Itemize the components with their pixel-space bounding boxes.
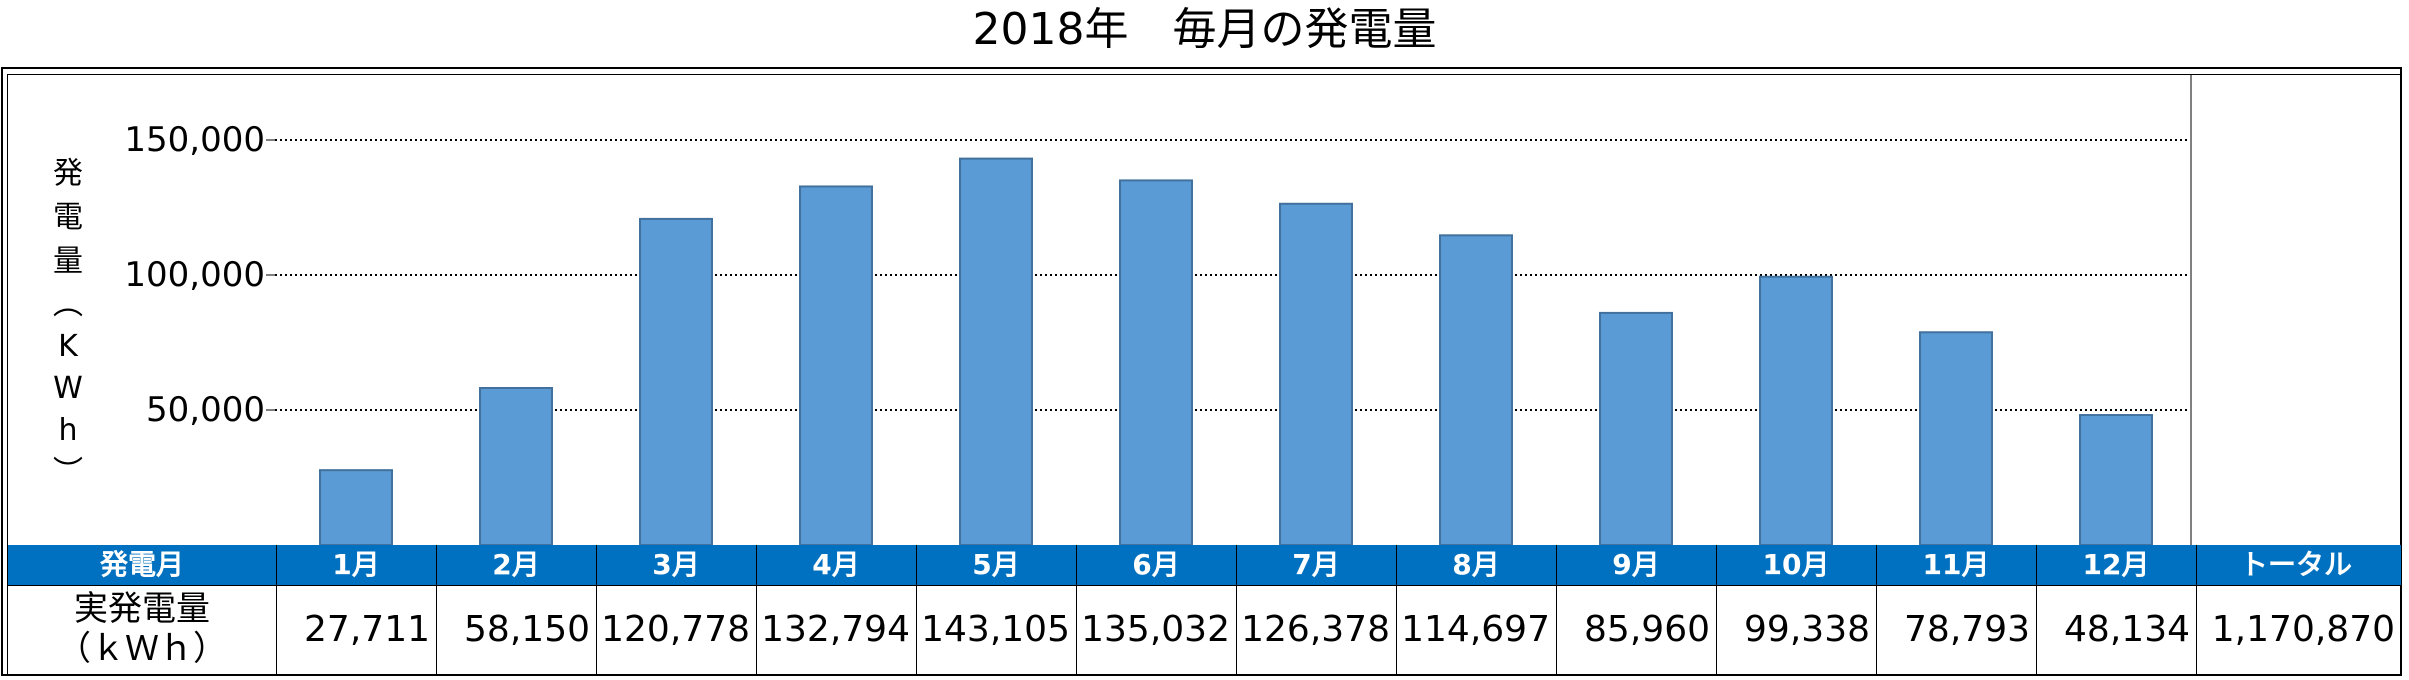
table-column-separator: [1556, 545, 1557, 675]
month-value-cell: 135,032: [1081, 609, 1230, 650]
month-value-cell: 126,378: [1241, 609, 1390, 650]
table-header-label: 発電月: [8, 545, 276, 585]
y-tick-label: 100,000: [124, 255, 265, 295]
bar: [479, 386, 553, 546]
total-value-cell: 1,170,870: [2211, 609, 2395, 650]
y-tick-label: 50,000: [146, 390, 265, 430]
row-header: 実発電量 （ｋＷｈ）: [8, 585, 276, 675]
month-header: 12月: [2036, 545, 2196, 585]
table-column-separator: [2196, 545, 2197, 675]
month-header: 10月: [1716, 545, 1876, 585]
y-axis-label-char: 発: [53, 156, 83, 191]
bar: [1919, 331, 1993, 547]
bar: [319, 469, 393, 546]
row-header-line2: （ｋＷｈ）: [57, 629, 227, 669]
data-table: 発電月 1月 2月 3月 4月 5月 6月 7月 8月 9月 10月 11月 12月 トータル実発電量 （ｋ…: [8, 545, 2401, 675]
y-axis-label-char: 量: [53, 244, 83, 279]
table-column-separator: [2036, 545, 2037, 675]
table-column-separator: [916, 545, 917, 675]
chart-title: 2018年 毎月の発電量: [972, 4, 1437, 55]
month-value-cell: 58,150: [464, 609, 590, 650]
chart-frame-inner: [7, 74, 2401, 675]
bar: [639, 217, 713, 546]
bar: [1759, 275, 1833, 546]
row-header-line1: 実発電量: [74, 589, 210, 629]
bar: [2079, 414, 2153, 547]
month-header: 4月: [756, 545, 916, 585]
y-axis-label-char: W: [53, 371, 83, 406]
table-column-separator: [1076, 545, 1077, 675]
month-header: 2月: [436, 545, 596, 585]
y-axis-label-char: h: [58, 413, 78, 448]
month-header: 9月: [1556, 545, 1716, 585]
month-value-cell: 114,697: [1401, 609, 1550, 650]
month-header: 11月: [1876, 545, 2036, 585]
y-axis-label-char: 電: [53, 200, 83, 235]
y-axis-label-char: ︵: [53, 287, 83, 322]
table-column-separator: [596, 545, 597, 675]
bar: [1599, 311, 1673, 546]
table-column-separator: [756, 545, 757, 675]
bar: [1119, 179, 1193, 546]
bar: [959, 157, 1033, 547]
month-value-cell: 143,105: [921, 609, 1070, 650]
month-header: 8月: [1396, 545, 1556, 585]
month-header: 5月: [916, 545, 1076, 585]
bar: [1439, 234, 1513, 546]
month-value-cell: 132,794: [761, 609, 910, 650]
month-value-cell: 120,778: [601, 609, 750, 650]
month-header: 1月: [276, 545, 436, 585]
total-header: トータル: [2191, 545, 2401, 585]
table-column-separator: [1396, 545, 1397, 675]
month-value-cell: 85,960: [1584, 609, 1710, 650]
table-column-separator: [276, 545, 277, 675]
y-axis-label-char: K: [58, 329, 78, 364]
month-value-cell: 99,338: [1744, 609, 1870, 650]
month-value-cell: 78,793: [1904, 609, 2030, 650]
month-value-cell: 27,711: [304, 609, 430, 650]
y-axis-label-char: ︶: [53, 455, 83, 490]
month-header: 3月: [596, 545, 756, 585]
month-value-cell: 48,134: [2064, 609, 2190, 650]
table-column-separator: [1236, 545, 1237, 675]
y-tick-label: 150,000: [124, 120, 265, 160]
table-header-divider: [8, 585, 2401, 586]
table-column-separator: [1716, 545, 1717, 675]
month-header: 6月: [1076, 545, 1236, 585]
month-header: 7月: [1236, 545, 1396, 585]
table-column-separator: [1876, 545, 1877, 675]
bar: [1279, 202, 1353, 547]
chart-frame-outer: [1, 67, 2402, 676]
table-column-separator: [436, 545, 437, 675]
bar: [799, 185, 873, 546]
